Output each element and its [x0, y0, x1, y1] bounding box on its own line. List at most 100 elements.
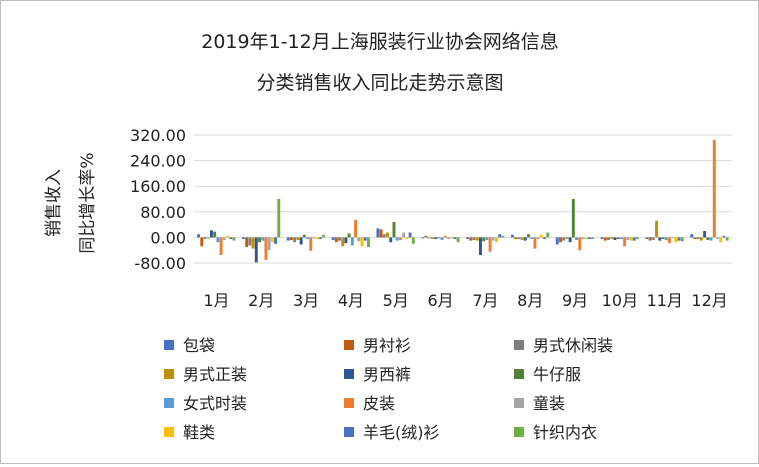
bar [610, 237, 614, 239]
bar-marks [197, 139, 729, 263]
bar [322, 234, 326, 238]
legend-item: 包袋 [164, 336, 215, 355]
bar [267, 237, 271, 251]
bar [360, 237, 364, 247]
legend-label: 男衬衫 [363, 336, 411, 355]
bar [411, 237, 415, 244]
bar [338, 237, 341, 241]
bar [309, 237, 313, 251]
bar [389, 237, 393, 243]
x-tick-label: 11月 [647, 291, 683, 310]
bar [386, 232, 390, 238]
legend-swatch [514, 369, 524, 379]
legend-item: 男西裤 [344, 365, 411, 384]
bar [363, 237, 367, 241]
bar [392, 222, 396, 238]
bar [712, 139, 716, 238]
bar [466, 237, 470, 239]
bar [664, 237, 668, 240]
y-tick-label: 160.00 [130, 177, 186, 196]
bar [677, 237, 681, 241]
bar [200, 237, 204, 247]
bar [402, 232, 406, 238]
bar [571, 199, 575, 238]
bar [443, 235, 447, 238]
bar [591, 237, 595, 239]
legend-item: 男衬衫 [344, 336, 411, 355]
bar [347, 233, 351, 238]
bar [229, 237, 233, 239]
legend-label: 男式正装 [183, 365, 247, 384]
x-tick-label: 8月 [517, 291, 543, 310]
bar [619, 237, 623, 239]
legend-swatch [514, 398, 524, 408]
bar [536, 237, 540, 239]
legend-item: 针织内衣 [514, 423, 597, 442]
bar [491, 237, 495, 241]
bar [251, 237, 255, 249]
bar [546, 232, 550, 238]
y-tick-label: -80.00 [134, 254, 186, 273]
bar [510, 234, 514, 238]
bar [357, 237, 361, 242]
legend-swatch [164, 398, 174, 408]
bar [520, 237, 524, 240]
chart-title-line-1: 2019年1-12月上海服装行业协会网络信息 [201, 31, 558, 53]
bar [219, 237, 223, 255]
bar [530, 237, 534, 239]
x-tick-label: 6月 [427, 291, 453, 310]
legend-item: 羊毛(绒)衫 [344, 423, 440, 442]
bar [312, 237, 316, 239]
bar [645, 237, 649, 239]
bar [405, 237, 409, 239]
bar [258, 237, 261, 243]
x-tick-label: 5月 [383, 291, 409, 310]
legend-swatch [164, 340, 174, 350]
bar [629, 237, 633, 241]
bar [514, 237, 518, 239]
legend-item: 皮装 [344, 394, 395, 413]
bar [696, 237, 700, 239]
bar [241, 237, 245, 239]
bar [693, 237, 697, 239]
bar [475, 237, 479, 241]
bar [587, 237, 591, 239]
bar [469, 237, 473, 241]
bar [648, 237, 652, 241]
bar [651, 237, 655, 240]
bar [248, 237, 252, 246]
chart-title-line-2: 分类销售收入同比走势示意图 [256, 72, 503, 94]
bar [453, 237, 457, 239]
bar [341, 237, 345, 247]
bar [485, 237, 489, 240]
bar [430, 237, 434, 239]
bar [623, 237, 627, 247]
bar [527, 234, 530, 238]
bar [296, 237, 300, 240]
bar [716, 237, 719, 239]
bar [290, 237, 293, 240]
legend-label: 羊毛(绒)衫 [363, 423, 440, 442]
bar [197, 234, 201, 238]
bar [722, 235, 726, 238]
bar [565, 237, 569, 239]
legend-swatch [514, 427, 524, 437]
bar [334, 237, 338, 243]
bar [245, 237, 249, 247]
bar [376, 228, 380, 238]
legend-label: 皮装 [363, 394, 395, 413]
bar [559, 237, 562, 243]
y-tick-labels: 320.00 240.00 160.00 80.00 0.00 -80.00 [130, 126, 186, 273]
legend-label: 针织内衣 [533, 423, 597, 442]
bar [232, 237, 236, 241]
bar [568, 237, 572, 243]
legend-label: 牛仔服 [533, 365, 581, 384]
bar [427, 237, 431, 239]
bar [209, 230, 213, 238]
bar [562, 237, 566, 241]
bar [658, 237, 662, 241]
bar [254, 237, 258, 263]
bar [472, 237, 476, 240]
bar [613, 237, 617, 240]
